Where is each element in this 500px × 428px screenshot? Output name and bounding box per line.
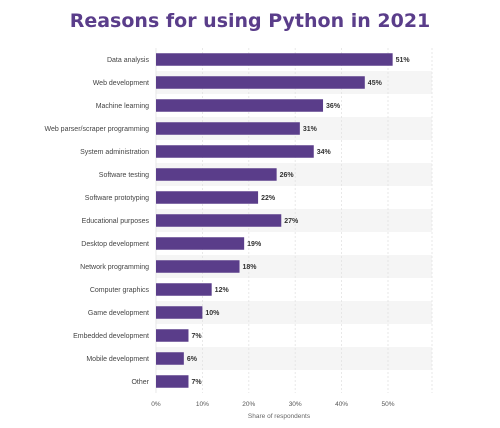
category-label: Mobile development: [86, 356, 149, 363]
value-label: 7%: [191, 379, 202, 386]
value-label: 36%: [326, 103, 341, 110]
bar: [156, 260, 240, 273]
bar: [156, 306, 203, 319]
value-label: 19%: [247, 241, 262, 248]
row-band: [156, 301, 432, 324]
bar: [156, 76, 365, 89]
category-label: Game development: [88, 310, 149, 317]
value-label: 6%: [187, 356, 198, 363]
value-label: 7%: [191, 333, 202, 340]
value-label: 18%: [243, 264, 258, 271]
value-label: 22%: [261, 195, 276, 202]
category-label: Network programming: [80, 264, 149, 271]
category-label: Software testing: [99, 172, 149, 179]
x-tick-label: 50%: [381, 401, 394, 408]
category-label: Data analysis: [107, 57, 150, 64]
category-label: Computer graphics: [90, 287, 150, 294]
value-labels: 51% 45% 36% 31% 34% 26% 22% 27% 19% 18% 12% 10% 7% 6%…: [187, 57, 411, 386]
bar: [156, 375, 189, 388]
bar: [156, 214, 282, 227]
category-label: Web parser/scraper programming: [44, 126, 149, 133]
x-tick-label: 0%: [151, 401, 161, 408]
bar: [156, 99, 324, 112]
category-label: Machine learning: [96, 103, 149, 110]
bars: [156, 53, 393, 388]
row-band: [156, 347, 432, 370]
bar: [156, 352, 184, 365]
value-label: 34%: [317, 149, 332, 156]
x-axis-title: Share of respondents: [248, 413, 311, 420]
category-label: System administration: [80, 149, 149, 156]
category-label: Educational purposes: [82, 218, 150, 225]
value-label: 45%: [368, 80, 383, 87]
x-tick-label: 30%: [289, 401, 302, 408]
value-label: 27%: [284, 218, 299, 225]
bar: [156, 145, 314, 158]
category-labels: Data analysis Web development Machine lear…: [44, 57, 149, 386]
bar: [156, 329, 189, 342]
bar: [156, 191, 259, 204]
value-label: 12%: [215, 287, 230, 294]
bar: [156, 168, 277, 181]
x-tick-label: 10%: [196, 401, 209, 408]
category-label: Other: [131, 379, 149, 386]
x-tick-label: 40%: [335, 401, 348, 408]
bar: [156, 53, 393, 66]
value-label: 10%: [205, 310, 220, 317]
category-label: Web development: [93, 80, 149, 87]
x-tick-label: 20%: [242, 401, 255, 408]
value-label: 26%: [280, 172, 295, 179]
bar: [156, 283, 212, 296]
bar: [156, 122, 300, 135]
bar: [156, 237, 245, 250]
chart-title: Reasons for using Python in 2021: [69, 10, 431, 32]
category-label: Embedded development: [73, 333, 149, 340]
value-label: 51%: [396, 57, 411, 64]
x-tick-labels: 0% 10% 20% 30% 40% 50%: [151, 401, 394, 408]
category-label: Desktop development: [81, 241, 149, 248]
category-label: Software prototyping: [85, 195, 149, 202]
value-label: 31%: [303, 126, 318, 133]
